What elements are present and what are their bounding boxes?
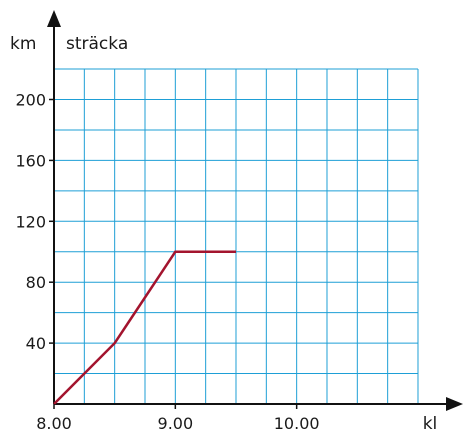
- y-tick-label: 200: [15, 91, 46, 110]
- y-unit-label: km: [10, 34, 36, 54]
- y-tick-label: 160: [15, 151, 46, 170]
- y-axis-arrow-icon: [47, 10, 61, 27]
- x-tick-label: 9.00: [158, 414, 194, 432]
- x-tick-label: 10.00: [274, 414, 320, 432]
- y-tick-label: 40: [26, 334, 46, 353]
- distance-line: [53, 250, 236, 405]
- grid: [54, 68, 419, 404]
- y-axis-title: sträcka: [66, 34, 128, 54]
- axes: [47, 10, 463, 411]
- x-axis-title: kl: [423, 414, 438, 432]
- y-tick-label: 80: [26, 273, 46, 292]
- x-axis-arrow-icon: [446, 397, 463, 411]
- tick-labels: 40 80 120 160 200 8.00 9.00 10.00: [15, 91, 319, 432]
- y-tick-label: 120: [15, 212, 46, 231]
- x-tick-label: 8.00: [36, 414, 72, 432]
- labels: km sträcka kl: [10, 34, 437, 432]
